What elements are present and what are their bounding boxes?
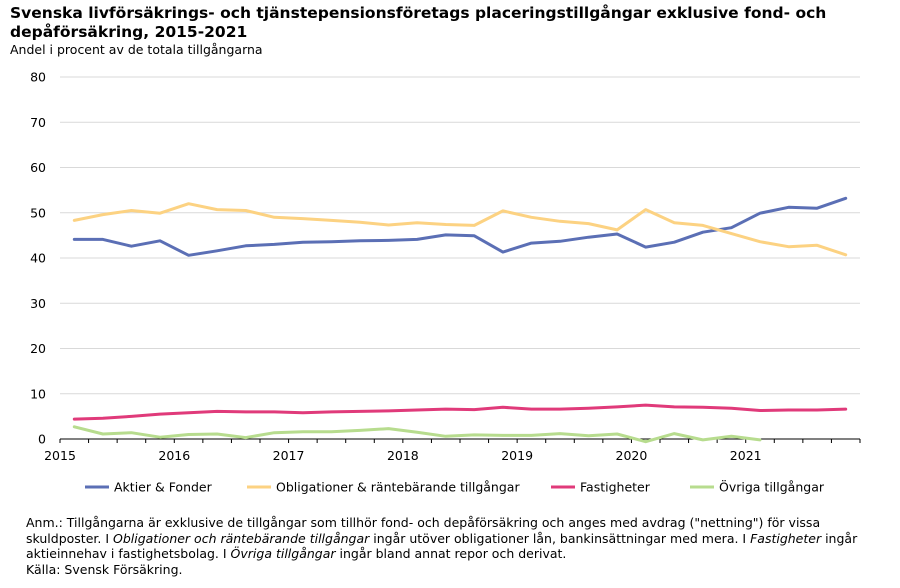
y-tick-label: 70 <box>30 115 46 130</box>
legend-label: Obligationer & räntebärande tillgångar <box>276 480 520 495</box>
y-tick-label: 10 <box>30 386 46 401</box>
x-tick-label: 2016 <box>158 448 190 463</box>
footnote-part: ingår bland annat repor och derivat. <box>335 546 567 561</box>
y-tick-label: 80 <box>30 70 46 85</box>
footnote-term-fastigheter: Fastigheter <box>750 530 822 546</box>
y-tick-label: 0 <box>38 432 46 447</box>
series-line-3 <box>72 425 762 444</box>
legend-label: Övriga tillgångar <box>719 479 825 495</box>
y-tick-label: 40 <box>30 251 46 266</box>
series-line-2 <box>72 403 848 421</box>
legend-label: Fastigheter <box>580 480 651 495</box>
footnote: Anm.: Tillgångarna är exklusive de tillg… <box>26 515 866 577</box>
x-tick-label: 2015 <box>44 448 76 463</box>
x-tick-label: 2019 <box>501 448 533 463</box>
y-tick-label: 50 <box>30 205 46 220</box>
footnote-text: Anm.: Tillgångarna är exklusive de tillg… <box>26 515 866 562</box>
x-tick-label: 2017 <box>273 448 305 463</box>
chart-subtitle: Andel i procent av de totala tillgångarn… <box>10 42 263 57</box>
chart-title: Svenska livförsäkrings- och tjänstepensi… <box>10 4 827 41</box>
legend: Aktier & Fonder Obligationer & räntebäran… <box>85 479 825 495</box>
footnote-term-ovriga: Övriga tillgångar <box>230 546 336 561</box>
footnote-part: Anm.: Tillgångarna är exklusive de tillg… <box>26 515 821 546</box>
footnote-part: ingår aktieinnehav i fastighetsbolag. I <box>26 530 858 562</box>
x-tick-label: 2018 <box>387 448 419 463</box>
y-tick-label: 60 <box>30 160 46 175</box>
series-lines <box>72 196 848 444</box>
series-line-0 <box>72 196 848 257</box>
x-tick-label: 2020 <box>616 448 648 463</box>
x-tick-label: 2021 <box>730 448 762 463</box>
y-tick-label: 30 <box>30 296 46 311</box>
source-text: Källa: Svensk Försäkring. <box>26 561 183 577</box>
series-line-1 <box>72 202 848 257</box>
y-axis: 0 10 20 30 40 50 60 70 80 <box>30 70 46 447</box>
footnote-part: ingår utöver obligationer lån, bankinsät… <box>369 530 751 546</box>
y-tick-label: 20 <box>30 341 46 356</box>
gridlines <box>60 76 860 395</box>
footnote-term-obligationer: Obligationer och räntebärande tillgångar <box>112 530 370 546</box>
x-axis: 2015 2016 2017 2018 2019 2020 2021 <box>44 438 861 463</box>
legend-label: Aktier & Fonder <box>114 480 213 495</box>
